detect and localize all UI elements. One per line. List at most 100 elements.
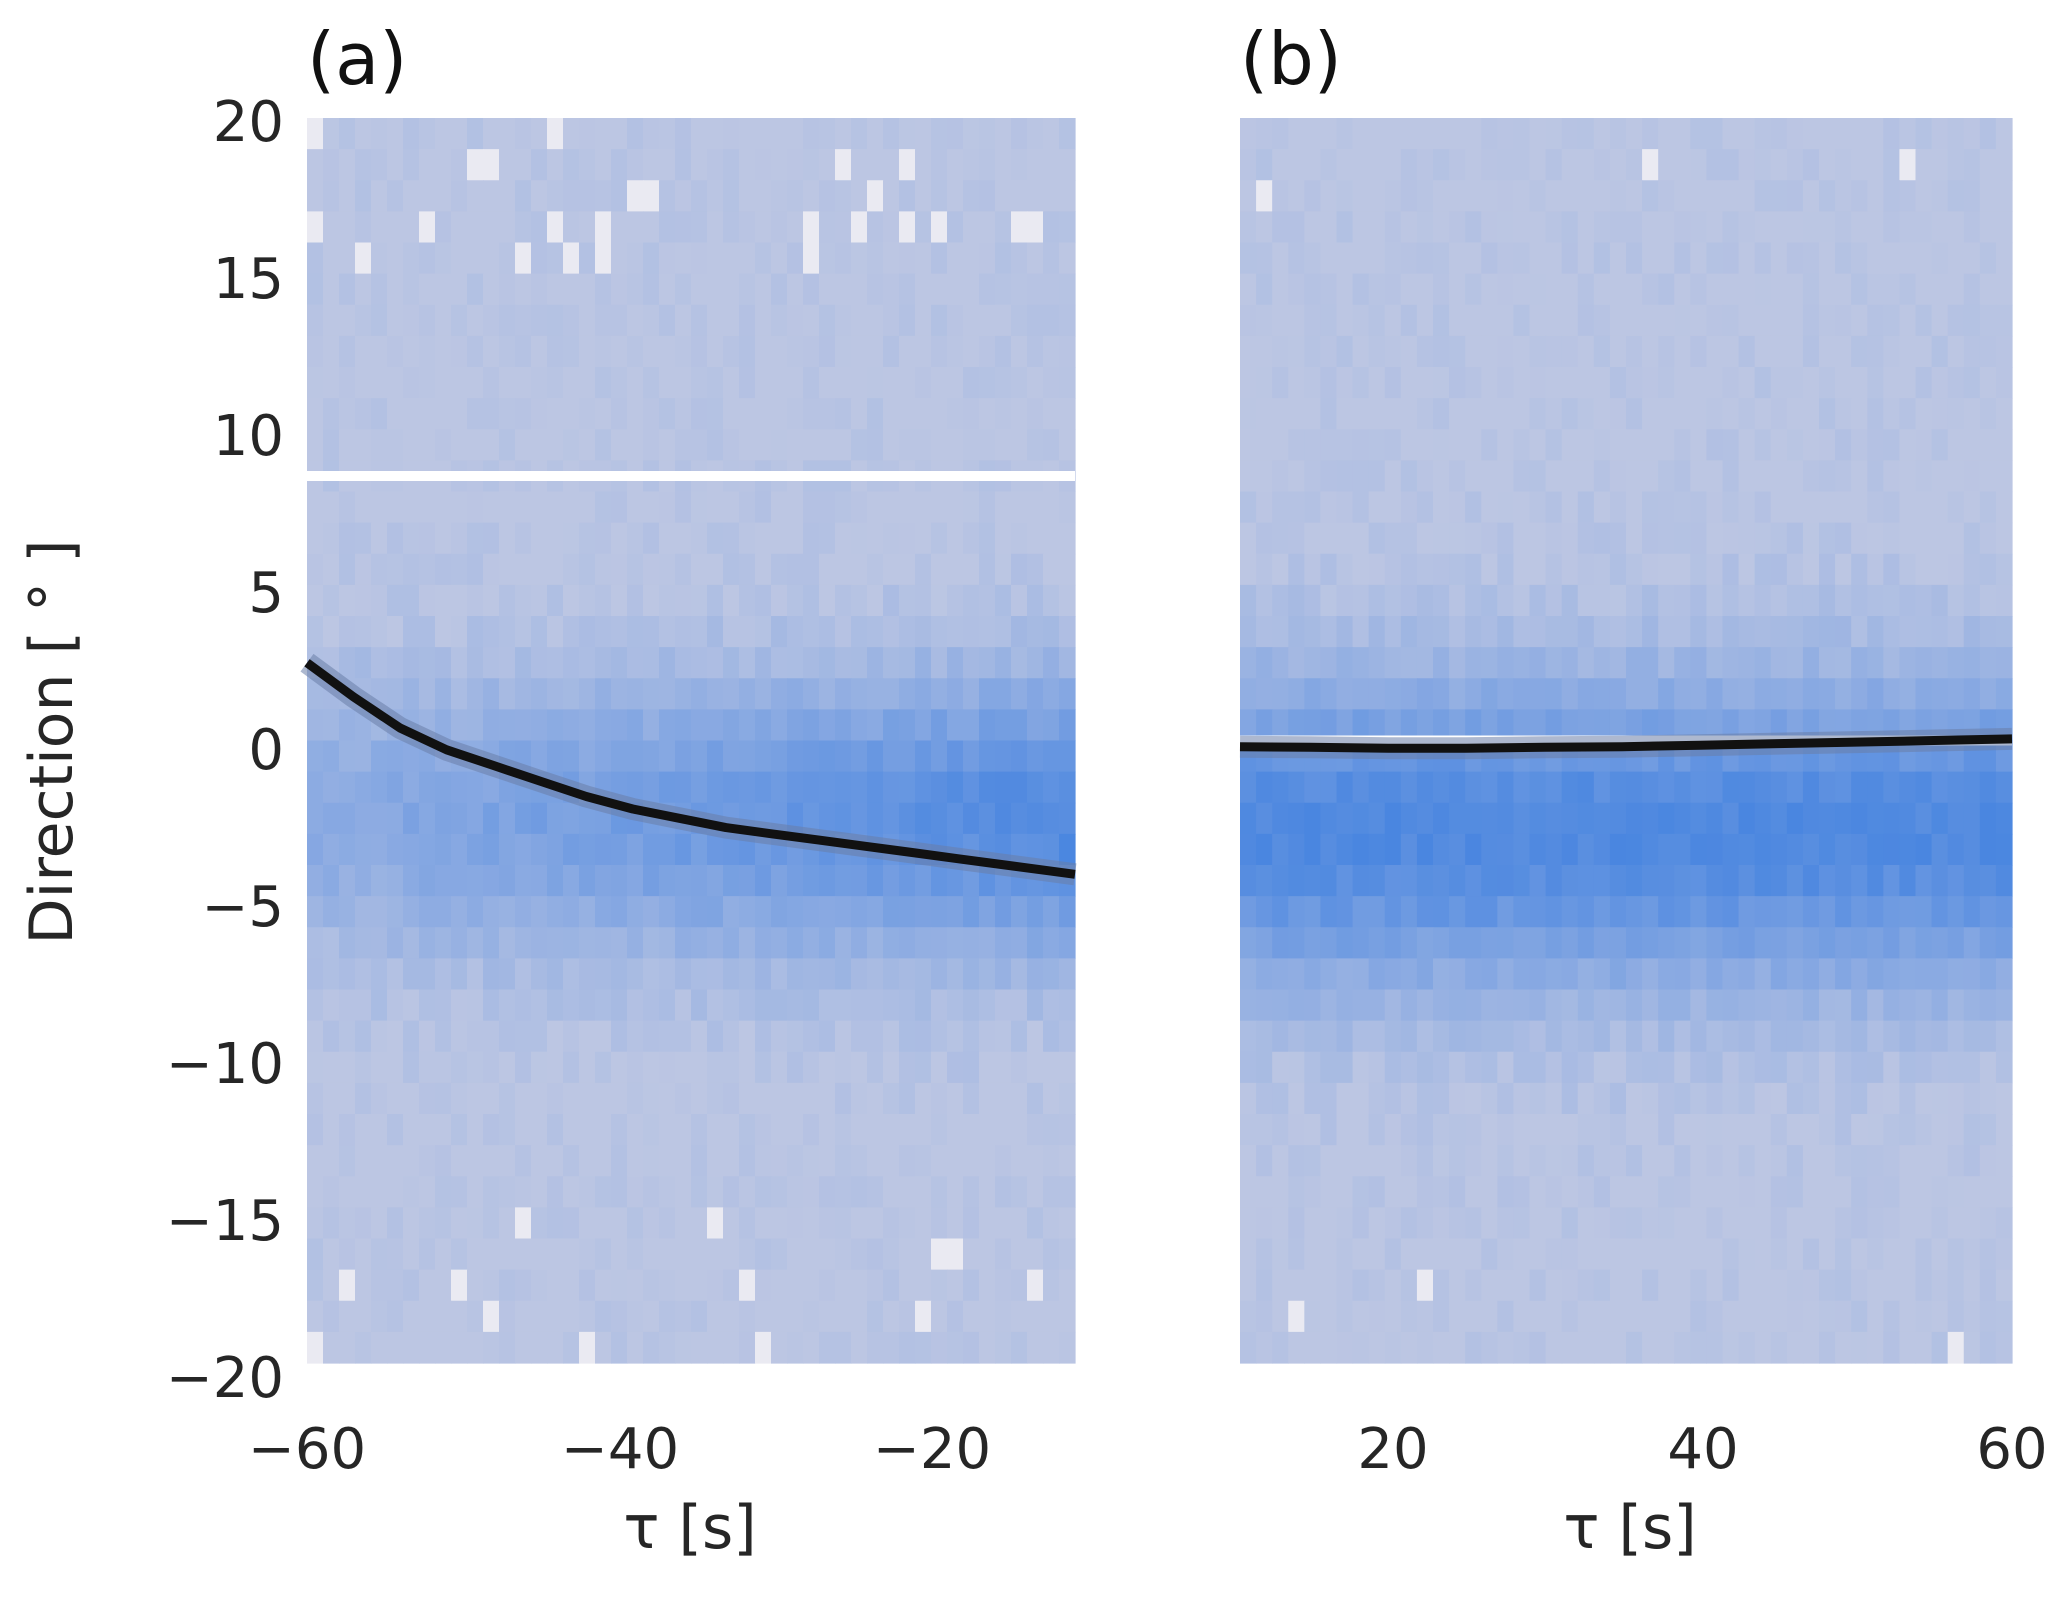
heatmap-cell bbox=[1529, 647, 1547, 679]
heatmap-cell bbox=[995, 273, 1012, 306]
heatmap-cell bbox=[755, 1269, 772, 1302]
heatmap-cell bbox=[1867, 398, 1884, 430]
heatmap-cell bbox=[739, 491, 756, 524]
heatmap-cell bbox=[1593, 1238, 1611, 1271]
heatmap-cell bbox=[1626, 1051, 1643, 1084]
heatmap-cell bbox=[387, 647, 404, 679]
heatmap-cell bbox=[899, 553, 916, 586]
heatmap-cell bbox=[643, 616, 660, 648]
heatmap-cell bbox=[739, 1020, 756, 1053]
heatmap-cell bbox=[1947, 771, 1965, 804]
heatmap-cell bbox=[1529, 833, 1547, 866]
heatmap-cell bbox=[387, 180, 404, 212]
heatmap-cell bbox=[1352, 1020, 1370, 1053]
heatmap-cell bbox=[1416, 211, 1434, 244]
heatmap-cell bbox=[1368, 460, 1386, 493]
y-tick-labels: 20 15 10 5 0 −5 −10 −15 −20 bbox=[166, 90, 284, 1411]
heatmap-cell bbox=[1400, 242, 1418, 275]
heatmap-cell bbox=[1819, 1020, 1836, 1053]
heatmap-cell bbox=[1288, 678, 1305, 710]
heatmap-cell bbox=[1304, 460, 1322, 493]
heatmap-cell bbox=[1867, 833, 1884, 866]
heatmap-cell bbox=[739, 709, 756, 742]
heatmap-cell bbox=[1979, 647, 1997, 679]
heatmap-cell bbox=[867, 1300, 884, 1333]
heatmap-cell bbox=[1915, 771, 1933, 804]
heatmap-cell bbox=[403, 118, 420, 150]
heatmap-cell bbox=[835, 429, 852, 461]
heatmap-cell bbox=[419, 802, 436, 835]
heatmap-cell bbox=[1786, 865, 1804, 897]
heatmap-cell bbox=[1851, 1051, 1868, 1084]
heatmap-cell bbox=[1706, 1207, 1724, 1240]
heatmap-cell bbox=[723, 211, 740, 244]
heatmap-cell bbox=[1336, 149, 1354, 181]
heatmap-cell bbox=[1722, 678, 1740, 710]
heatmap-cell bbox=[435, 553, 452, 586]
heatmap-cell bbox=[1883, 1020, 1901, 1053]
heatmap-cell bbox=[1320, 118, 1338, 150]
heatmap-cell bbox=[659, 1051, 676, 1084]
heatmap-cell bbox=[643, 584, 660, 617]
heatmap-cell bbox=[867, 927, 884, 959]
heatmap-cell bbox=[1593, 180, 1611, 212]
heatmap-cell bbox=[1256, 771, 1273, 804]
heatmap-cell bbox=[707, 273, 724, 306]
heatmap-cell bbox=[1336, 833, 1354, 866]
heatmap-cell bbox=[851, 273, 868, 306]
heatmap-cell bbox=[1770, 304, 1788, 337]
heatmap-cell bbox=[1272, 304, 1289, 337]
heatmap-cell bbox=[1272, 1176, 1289, 1208]
heatmap-cell bbox=[787, 958, 804, 991]
heatmap-cell bbox=[323, 491, 340, 524]
heatmap-cell bbox=[435, 149, 452, 181]
heatmap-cell bbox=[1368, 1300, 1386, 1333]
heatmap-cell bbox=[1722, 647, 1740, 679]
heatmap-cell bbox=[1545, 522, 1563, 555]
heatmap-cell bbox=[467, 1051, 484, 1084]
heatmap-cell bbox=[931, 1207, 948, 1240]
heatmap-cell bbox=[1770, 771, 1788, 804]
heatmap-cell bbox=[1336, 1020, 1354, 1053]
heatmap-cell bbox=[307, 522, 324, 555]
heatmap-cell bbox=[451, 242, 468, 275]
heatmap-cell bbox=[803, 896, 820, 928]
heatmap-cell bbox=[611, 709, 628, 742]
heatmap-cell bbox=[963, 242, 980, 275]
heatmap-cell bbox=[419, 273, 436, 306]
heatmap-cell bbox=[1011, 1207, 1028, 1240]
heatmap-cell bbox=[1400, 1238, 1418, 1271]
heatmap-cell bbox=[803, 1300, 820, 1333]
heatmap-cell bbox=[979, 149, 996, 181]
heatmap-cell bbox=[1802, 833, 1820, 866]
heatmap-cell bbox=[659, 335, 676, 368]
heatmap-cell bbox=[1915, 118, 1933, 150]
heatmap-cell bbox=[1545, 491, 1563, 524]
heatmap-cell bbox=[595, 989, 612, 1022]
heatmap-cell bbox=[675, 335, 692, 368]
heatmap-cell bbox=[1497, 1176, 1515, 1208]
heatmap-cell bbox=[643, 1082, 660, 1115]
heatmap-cell bbox=[835, 553, 852, 586]
heatmap-cell bbox=[403, 304, 420, 337]
heatmap-cell bbox=[1706, 896, 1724, 928]
heatmap-cell bbox=[947, 553, 964, 586]
heatmap-cell bbox=[1288, 304, 1305, 337]
heatmap-cell bbox=[803, 335, 820, 368]
heatmap-cell bbox=[787, 304, 804, 337]
heatmap-cell bbox=[819, 429, 836, 461]
heatmap-cell bbox=[1336, 273, 1354, 306]
heatmap-cell bbox=[627, 1207, 644, 1240]
heatmap-cell bbox=[1336, 242, 1354, 275]
heatmap-cell bbox=[1577, 335, 1595, 368]
heatmap-cell bbox=[1304, 678, 1322, 710]
heatmap-cell bbox=[467, 584, 484, 617]
heatmap-cell bbox=[403, 616, 420, 648]
heatmap-cell bbox=[547, 491, 564, 524]
heatmap-cell bbox=[1963, 1238, 1981, 1271]
heatmap-cell bbox=[1883, 802, 1901, 835]
heatmap-cell bbox=[387, 678, 404, 710]
x-tick-minus60: −60 bbox=[248, 1417, 366, 1482]
heatmap-cell bbox=[1867, 647, 1884, 679]
heatmap-cell bbox=[1497, 522, 1515, 555]
